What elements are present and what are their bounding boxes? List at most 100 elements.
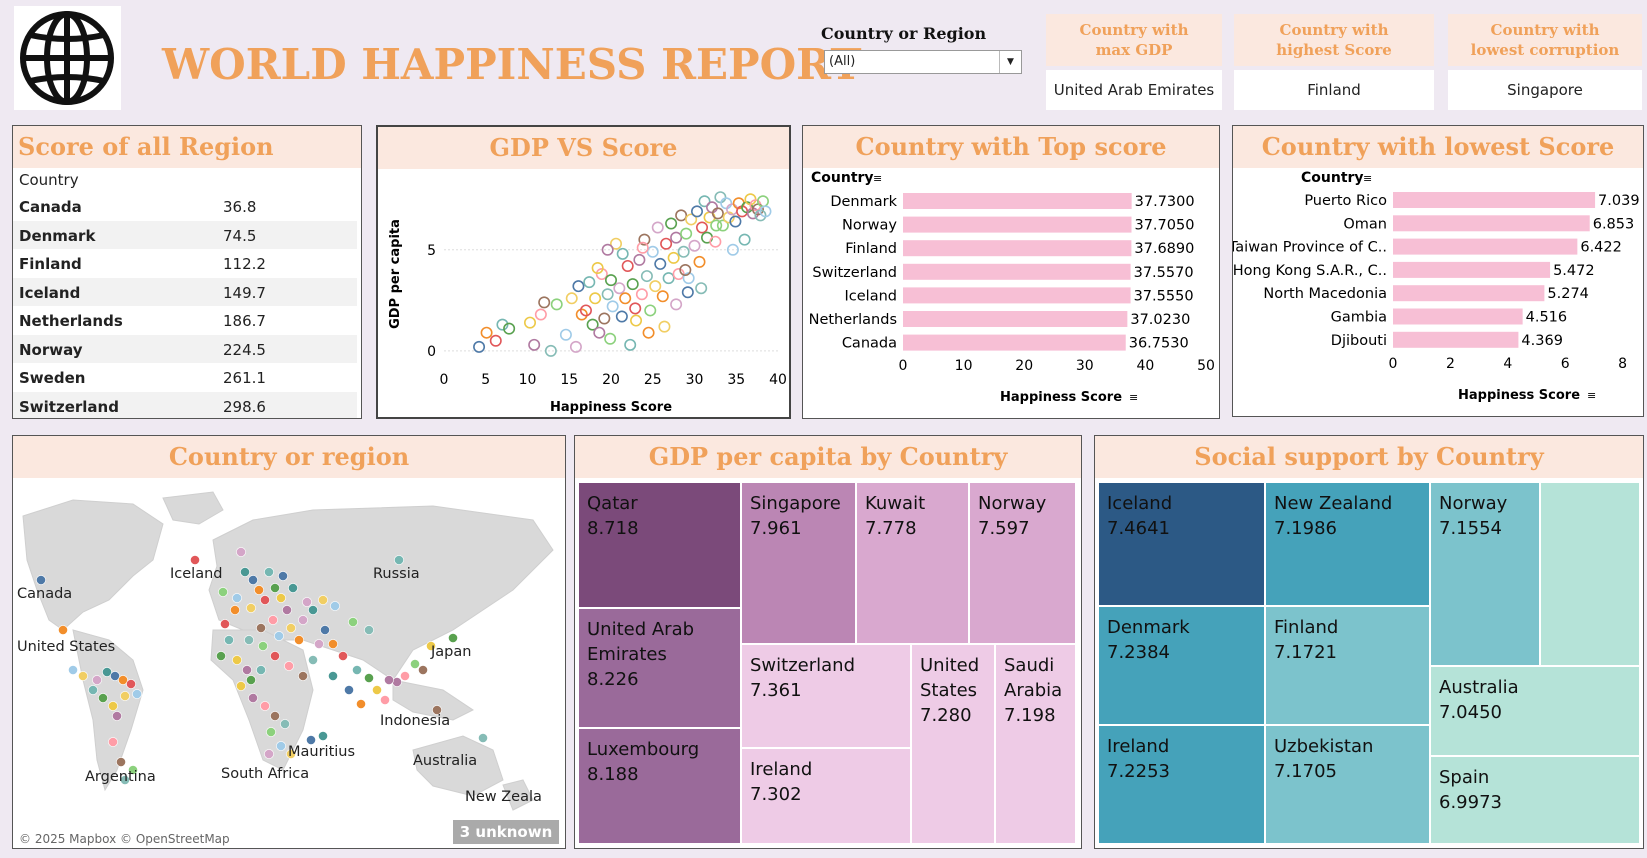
country-marker[interactable] — [330, 601, 340, 611]
table-row[interactable]: Netherlands 186.7 — [13, 306, 357, 334]
country-marker[interactable] — [320, 625, 330, 635]
bar[interactable] — [1393, 331, 1519, 348]
treemap-cell[interactable] — [1541, 483, 1641, 667]
country-marker[interactable] — [364, 625, 374, 635]
scatter-point[interactable] — [636, 241, 649, 254]
scatter-point[interactable] — [649, 280, 662, 293]
country-marker[interactable] — [220, 619, 230, 629]
country-marker[interactable] — [294, 635, 304, 645]
bar[interactable] — [903, 334, 1126, 351]
treemap-cell[interactable]: Ireland 7.302 — [742, 749, 912, 845]
bar[interactable] — [903, 216, 1132, 233]
country-marker[interactable] — [302, 597, 312, 607]
scatter-point[interactable] — [685, 213, 698, 226]
scatter-point[interactable] — [691, 205, 704, 218]
treemap-cell[interactable]: United States 7.280 — [912, 645, 996, 845]
country-marker[interactable] — [120, 775, 130, 785]
chevron-down-icon[interactable]: ▼ — [999, 51, 1021, 73]
table-row[interactable]: Canada 36.8 — [13, 192, 357, 220]
country-marker[interactable] — [270, 583, 280, 593]
country-marker[interactable] — [364, 673, 374, 683]
country-marker[interactable] — [276, 741, 286, 751]
country-marker[interactable] — [236, 681, 246, 691]
treemap-cell[interactable]: Denmark 7.2384 — [1099, 607, 1266, 726]
scatter-plot[interactable]: 0 5 0 5 10 15 20 25 30 35 40 Happiness Score GDP per… — [378, 169, 789, 417]
country-marker[interactable] — [232, 593, 242, 603]
treemap-cell[interactable]: Singapore 7.961 — [742, 483, 857, 645]
scatter-point[interactable] — [544, 344, 557, 357]
country-marker[interactable] — [258, 641, 268, 651]
country-marker[interactable] — [394, 555, 404, 565]
scatter-point[interactable] — [654, 257, 667, 270]
scatter-point[interactable] — [656, 290, 669, 303]
country-marker[interactable] — [298, 671, 308, 681]
country-marker[interactable] — [246, 603, 256, 613]
scatter-point[interactable] — [524, 316, 537, 329]
country-marker[interactable] — [282, 605, 292, 615]
country-marker[interactable] — [118, 675, 128, 685]
scatter-point[interactable] — [672, 268, 685, 281]
country-marker[interactable] — [266, 727, 276, 737]
scatter-point[interactable] — [605, 274, 618, 287]
treemap-cell[interactable]: United Arab Emirates 8.226 — [579, 609, 742, 729]
country-marker[interactable] — [132, 689, 142, 699]
country-marker[interactable] — [218, 587, 228, 597]
scatter-point[interactable] — [604, 332, 617, 345]
scatter-point[interactable] — [624, 338, 637, 351]
country-marker[interactable] — [244, 635, 254, 645]
scatter-point[interactable] — [534, 308, 547, 321]
treemap-cell[interactable]: Finland 7.1721 — [1266, 607, 1431, 726]
table-row[interactable]: Switzerland 298.6 — [13, 391, 357, 418]
scatter-point[interactable] — [729, 215, 742, 228]
bar[interactable] — [903, 240, 1132, 257]
scatter-point[interactable] — [565, 292, 578, 305]
scatter-point[interactable] — [667, 251, 680, 264]
scatter-point[interactable] — [586, 318, 599, 331]
country-marker[interactable] — [78, 671, 88, 681]
bar[interactable] — [1393, 285, 1545, 302]
table-row[interactable]: Finland 112.2 — [13, 249, 357, 277]
scatter-point[interactable] — [759, 205, 772, 218]
bar[interactable] — [1393, 192, 1596, 208]
country-marker[interactable] — [108, 701, 118, 711]
country-marker[interactable] — [400, 671, 410, 681]
scatter-point[interactable] — [665, 217, 678, 230]
treemap-cell[interactable]: Saudi Arabia 7.198 — [996, 645, 1077, 845]
bar[interactable] — [903, 287, 1131, 304]
unknown-badge[interactable]: 3 unknown — [453, 820, 559, 844]
scatter-point[interactable] — [480, 326, 493, 339]
scatter-point[interactable] — [670, 231, 683, 244]
table-row[interactable]: Sweden 261.1 — [13, 363, 357, 391]
country-marker[interactable] — [478, 733, 488, 743]
country-marker[interactable] — [352, 665, 362, 675]
country-marker[interactable] — [68, 665, 78, 675]
scatter-point[interactable] — [644, 304, 657, 317]
sort-icon[interactable]: ≡ — [1363, 172, 1372, 185]
country-marker[interactable] — [36, 575, 46, 585]
bar[interactable] — [903, 263, 1131, 280]
treemap-cell[interactable]: Iceland 7.4641 — [1099, 483, 1266, 607]
country-marker[interactable] — [328, 639, 338, 649]
country-marker[interactable] — [224, 635, 234, 645]
country-marker[interactable] — [298, 615, 308, 625]
scatter-point[interactable] — [473, 340, 486, 353]
country-marker[interactable] — [306, 735, 316, 745]
scatter-point[interactable] — [579, 304, 592, 317]
scatter-point[interactable] — [658, 320, 671, 333]
country-marker[interactable] — [260, 595, 270, 605]
country-marker[interactable] — [254, 585, 264, 595]
scatter-point[interactable] — [635, 288, 648, 301]
scatter-point[interactable] — [613, 282, 626, 295]
scatter-point[interactable] — [738, 233, 751, 246]
scatter-point[interactable] — [716, 219, 729, 232]
scatter-point[interactable] — [651, 221, 664, 234]
scatter-point[interactable] — [710, 219, 723, 232]
country-marker[interactable] — [256, 665, 266, 675]
country-marker[interactable] — [268, 615, 278, 625]
treemap-cell[interactable]: Norway 7.1554 — [1431, 483, 1541, 667]
treemap-cell[interactable]: Kuwait 7.778 — [857, 483, 970, 645]
scatter-point[interactable] — [633, 253, 646, 266]
country-marker[interactable] — [274, 631, 284, 641]
